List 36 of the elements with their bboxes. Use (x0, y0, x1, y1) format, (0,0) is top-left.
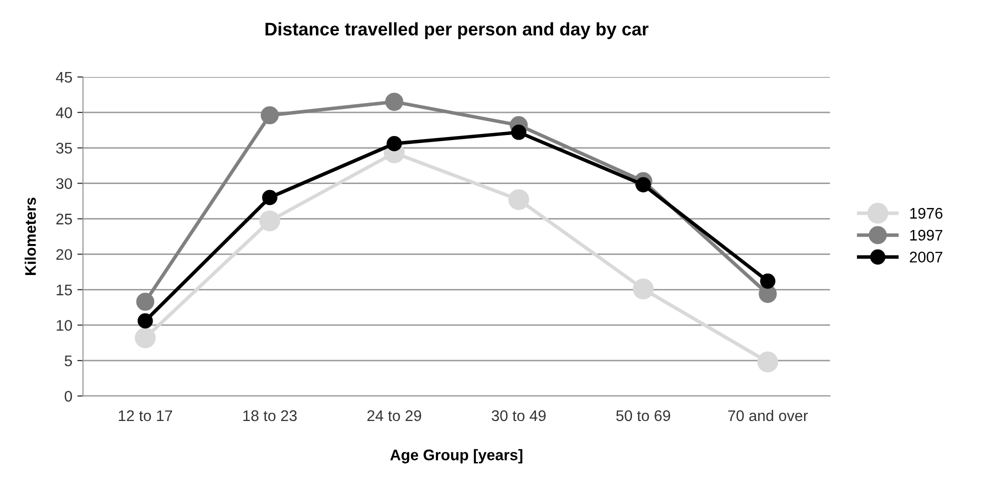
chart-title: Distance travelled per person and day by car (266, 22, 648, 40)
point (134, 327, 156, 348)
point (386, 136, 402, 152)
y-axis-title: Kilometers (24, 198, 36, 275)
legend-label: 2007 (910, 252, 942, 262)
x-tick-label: 50 to 69 (616, 410, 670, 422)
y-tick-label: 10 (56, 320, 72, 331)
y-tick-label: 40 (56, 107, 72, 118)
point (259, 210, 280, 232)
point (757, 352, 778, 372)
x-tick-label: 24 to 29 (367, 410, 422, 422)
legend-label: 1997 (910, 230, 942, 241)
y-tick-label: 20 (56, 249, 72, 260)
point (262, 190, 278, 206)
y-tick-label: 45 (56, 72, 72, 83)
point (136, 292, 154, 311)
x-axis-title: Age Group [years] (390, 449, 522, 464)
point (632, 278, 654, 300)
y-tick-label: 0 (64, 390, 72, 402)
y-tick-label: 5 (64, 356, 72, 366)
x-tick-label: 30 to 49 (492, 410, 546, 422)
x-tick-label: 18 to 23 (243, 410, 297, 422)
point (636, 177, 651, 192)
legend-label: 1976 (910, 208, 942, 219)
point (138, 313, 153, 328)
point (760, 274, 776, 289)
y-tick-label: 15 (56, 284, 72, 296)
x-tick-label: 70 and over (728, 410, 808, 422)
point (260, 106, 279, 124)
point (511, 124, 526, 140)
point (385, 92, 404, 111)
y-tick-label: 35 (56, 142, 72, 154)
y-tick-label: 30 (56, 178, 72, 190)
x-tick-label: 12 to 17 (118, 410, 172, 422)
point (508, 189, 530, 210)
y-tick-label: 25 (56, 214, 72, 224)
